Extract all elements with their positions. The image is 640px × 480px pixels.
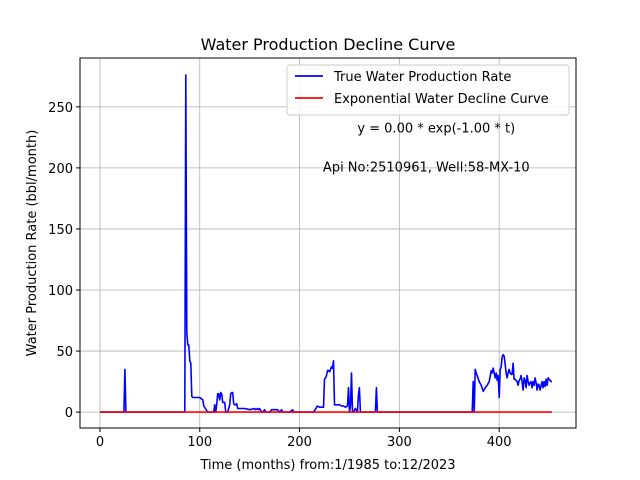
y-tick-label: 0 — [65, 406, 73, 421]
axis-ticks: 0 100 200 300 400 0 50 100 150 200 250 — [48, 101, 511, 450]
legend-label-exponential: Exponential Water Decline Curve — [334, 92, 549, 107]
legend: True Water Production Rate Exponential W… — [286, 64, 570, 116]
y-tick-label: 50 — [56, 345, 73, 360]
x-tick-label: 200 — [287, 435, 312, 450]
y-tick-label: 200 — [48, 162, 73, 177]
plot-area — [80, 58, 576, 428]
y-tick-label: 150 — [48, 223, 73, 238]
x-tick-label: 300 — [387, 435, 412, 450]
x-axis-label: Time (months) from:1/1985 to:12/2023 — [199, 458, 455, 473]
y-tick-label: 250 — [48, 101, 73, 116]
x-tick-label: 400 — [487, 435, 512, 450]
chart-title: Water Production Decline Curve — [201, 35, 456, 54]
series-line-0 — [100, 74, 552, 413]
equation-annotation: y = 0.00 * exp(-1.00 * t) — [357, 121, 515, 136]
legend-box — [286, 64, 570, 116]
well-annotation: Api No:2510961, Well:58-MX-10 — [323, 161, 530, 176]
legend-label-true-rate: True Water Production Rate — [333, 70, 511, 85]
x-tick-label: 0 — [96, 435, 104, 450]
y-axis-label: Water Production Rate (bbl/month) — [25, 130, 40, 357]
x-tick-label: 100 — [187, 435, 212, 450]
y-tick-label: 100 — [48, 284, 73, 299]
plot-frame — [79, 57, 577, 429]
series-lines — [100, 74, 552, 413]
